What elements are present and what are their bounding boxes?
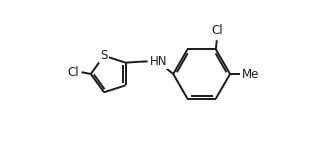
Text: S: S	[100, 49, 108, 62]
Text: Cl: Cl	[211, 24, 222, 37]
Text: Cl: Cl	[67, 66, 79, 79]
Text: HN: HN	[150, 55, 168, 68]
Text: Me: Me	[242, 67, 259, 81]
